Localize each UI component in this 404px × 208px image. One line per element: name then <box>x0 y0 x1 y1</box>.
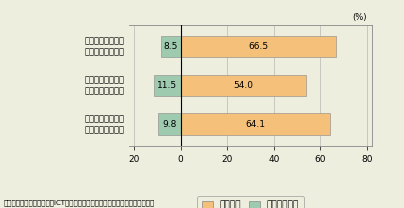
Text: 54.0: 54.0 <box>234 81 253 90</box>
Text: 64.1: 64.1 <box>245 120 265 129</box>
Text: (%): (%) <box>353 13 367 22</box>
Text: （出典）「我が国におけるICT利活用の進展に伴う情報力格差に関する調査」: （出典）「我が国におけるICT利活用の進展に伴う情報力格差に関する調査」 <box>4 199 155 206</box>
Bar <box>161 36 181 57</box>
Text: 66.5: 66.5 <box>248 42 268 51</box>
Bar <box>154 75 181 96</box>
Text: 8.5: 8.5 <box>164 42 178 51</box>
Bar <box>181 36 336 57</box>
Text: 9.8: 9.8 <box>162 120 176 129</box>
Text: 11.5: 11.5 <box>157 81 177 90</box>
Legend: そう思う, そう思わない: そう思う, そう思わない <box>198 196 303 208</box>
Bar <box>181 75 306 96</box>
Bar <box>181 114 330 135</box>
Bar <box>158 114 181 135</box>
